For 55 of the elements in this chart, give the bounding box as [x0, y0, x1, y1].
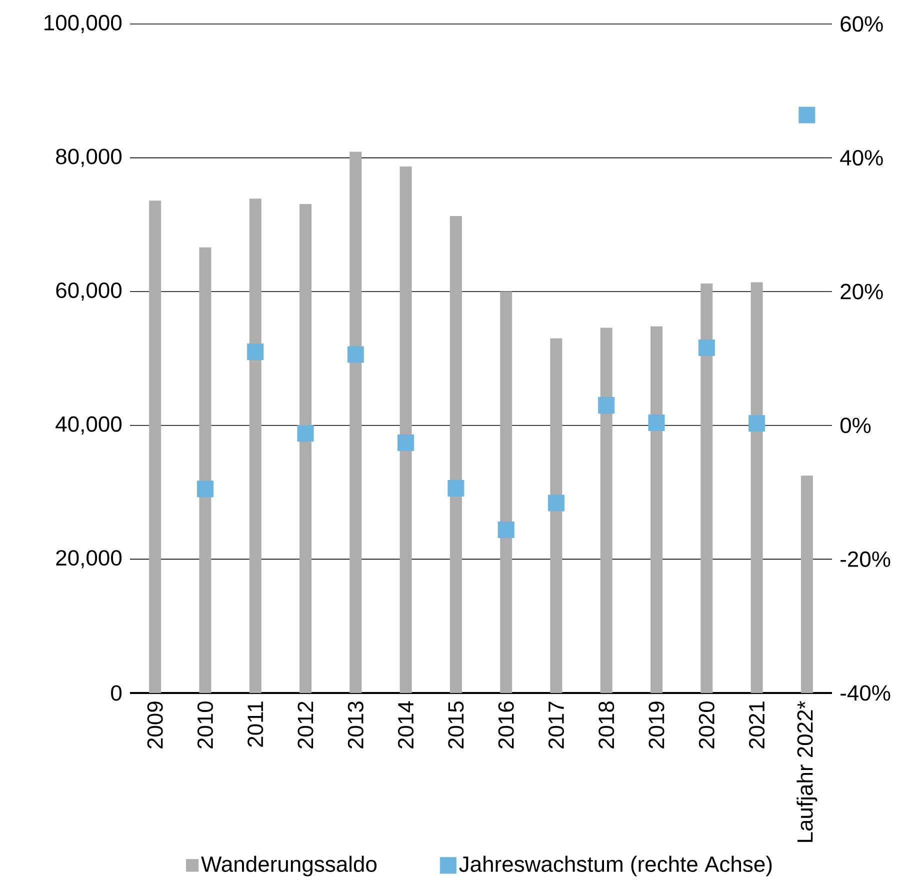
y2-tick-label: -20% — [840, 551, 890, 567]
point — [448, 480, 464, 497]
point — [498, 521, 514, 538]
bar — [450, 216, 462, 693]
x-tick-label: 2013 — [348, 702, 364, 748]
x-tick-label: 2018 — [598, 702, 614, 748]
y2-tick-label: 0% — [840, 418, 871, 434]
point — [748, 415, 766, 432]
x-tick-label: 2021 — [748, 702, 765, 748]
y-tick-label: 0 — [111, 685, 122, 701]
point — [297, 425, 314, 442]
y-tick-label: 60,000 — [56, 282, 122, 301]
legend-label: Jahreswachstum (rechte Achse) — [459, 856, 772, 876]
y-tick-label: 20,000 — [56, 550, 122, 568]
point — [247, 344, 264, 360]
bar — [650, 326, 662, 693]
point — [196, 480, 214, 498]
point — [548, 494, 564, 512]
bar — [300, 204, 312, 693]
x-tick-label: Laufjahr 2022* — [796, 700, 818, 842]
x-tick-label: 2011 — [248, 702, 264, 747]
x-tick-label: 2010 — [197, 701, 213, 748]
y2-tick-label: 40% — [840, 150, 883, 166]
bar — [400, 166, 412, 693]
point — [347, 346, 364, 363]
point — [598, 397, 615, 414]
x-tick-label: 2012 — [298, 702, 314, 748]
x-tick-label: 2017 — [548, 702, 564, 748]
legend-label: Wanderungssaldo — [201, 856, 377, 876]
y-tick-label: 100,000 — [44, 14, 122, 34]
bar — [550, 338, 562, 693]
bar — [600, 328, 612, 693]
y2-tick-label: 20% — [840, 284, 883, 300]
point — [798, 106, 816, 124]
bar — [800, 476, 813, 693]
y-tick-label: 40,000 — [56, 416, 122, 434]
point — [398, 434, 414, 452]
x-tick-label: 2015 — [448, 702, 464, 748]
y2-tick-label: 60% — [840, 16, 883, 32]
x-tick-label: 2019 — [648, 702, 664, 748]
bar — [700, 284, 713, 693]
y2-tick-label: -40% — [840, 685, 890, 701]
bar — [350, 152, 362, 693]
x-tick-label: 2014 — [398, 701, 414, 748]
bar — [750, 282, 763, 693]
x-tick-label: 2016 — [498, 702, 514, 748]
x-tick-label: 2009 — [147, 702, 163, 748]
bar — [249, 198, 262, 693]
bar — [199, 247, 212, 693]
bar — [500, 292, 512, 693]
point — [698, 340, 715, 356]
x-tick-label: 2020 — [698, 701, 714, 748]
point — [648, 414, 665, 431]
bar — [149, 200, 162, 693]
y-tick-label: 80,000 — [56, 148, 122, 167]
